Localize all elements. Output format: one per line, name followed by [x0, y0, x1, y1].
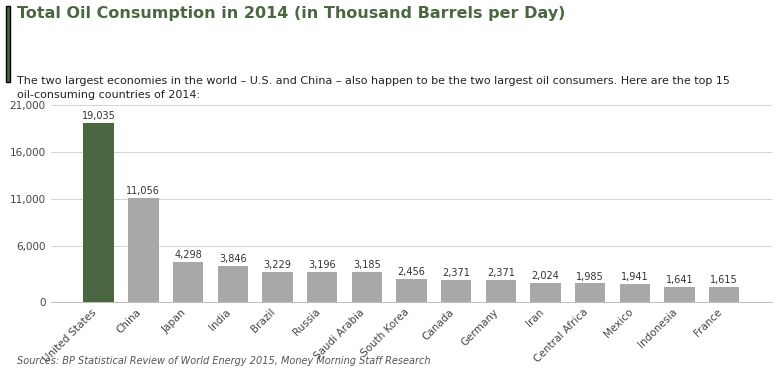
Bar	[218, 266, 248, 302]
Bar	[486, 280, 516, 302]
Text: 2,456: 2,456	[398, 267, 425, 278]
Text: Sources: BP Statistical Review of World Energy 2015, Money Morning Staff Researc: Sources: BP Statistical Review of World …	[17, 356, 431, 366]
Text: The two largest economies in the world – U.S. and China – also happen to be the : The two largest economies in the world –…	[17, 76, 730, 100]
Text: 3,185: 3,185	[353, 260, 381, 270]
Text: 3,229: 3,229	[264, 260, 292, 270]
Bar	[619, 284, 650, 302]
Text: 3,196: 3,196	[308, 260, 336, 270]
Bar	[307, 272, 337, 302]
Bar	[173, 262, 204, 302]
Text: 2,371: 2,371	[487, 268, 515, 278]
Bar	[709, 287, 739, 302]
Bar	[575, 283, 605, 302]
Bar	[530, 283, 561, 302]
Bar	[83, 123, 114, 302]
Bar	[396, 279, 427, 302]
Text: 4,298: 4,298	[174, 250, 202, 260]
Text: 11,056: 11,056	[126, 186, 161, 197]
Bar	[262, 272, 292, 302]
Text: 19,035: 19,035	[82, 111, 115, 121]
Text: 2,371: 2,371	[442, 268, 470, 278]
Bar	[665, 287, 695, 302]
Text: 3,846: 3,846	[219, 254, 246, 264]
Text: 2,024: 2,024	[531, 272, 559, 281]
Text: 1,615: 1,615	[711, 275, 738, 285]
Text: Total Oil Consumption in 2014 (in Thousand Barrels per Day): Total Oil Consumption in 2014 (in Thousa…	[17, 6, 565, 21]
Text: 1,985: 1,985	[576, 272, 604, 282]
Bar	[352, 272, 382, 302]
Text: 1,941: 1,941	[621, 272, 649, 282]
Bar	[441, 280, 471, 302]
Text: 1,641: 1,641	[665, 275, 693, 285]
Bar	[128, 198, 158, 302]
